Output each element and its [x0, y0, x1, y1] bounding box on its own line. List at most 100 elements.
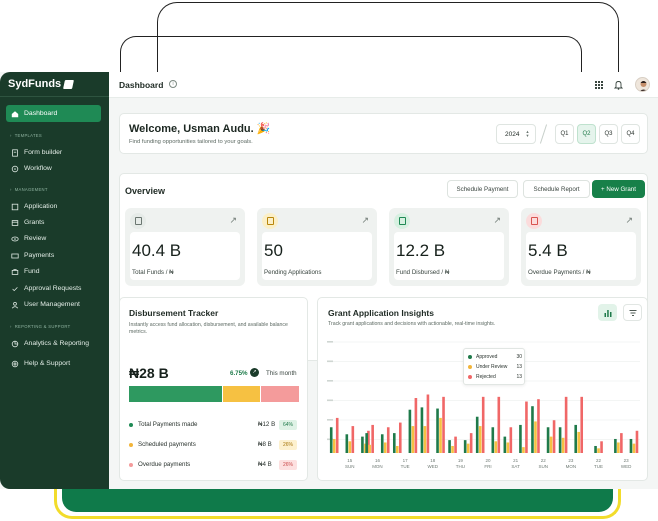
quarter-q4-button[interactable]: Q4 [621, 124, 640, 144]
chart-bar[interactable] [380, 434, 384, 453]
chart-bar[interactable] [577, 431, 581, 453]
chart-bar[interactable] [597, 448, 600, 453]
chart-bar[interactable] [448, 440, 451, 453]
info-icon[interactable]: i [169, 80, 177, 88]
sidebar-item-user-management[interactable]: User Management [6, 296, 101, 313]
chart-bar[interactable] [620, 433, 623, 453]
chart-bar[interactable] [361, 436, 364, 453]
chart-bar[interactable] [494, 441, 498, 453]
user-avatar[interactable] [635, 77, 650, 92]
chart-bar[interactable] [365, 433, 368, 453]
arrow-up-right-icon[interactable]: ↗ [625, 215, 633, 225]
chart-bar[interactable] [423, 426, 427, 453]
chart-bar[interactable] [345, 434, 349, 453]
sidebar-item-grants[interactable]: Grants [6, 214, 101, 231]
chart-bar[interactable] [408, 409, 412, 453]
sidebar-item-help-support[interactable]: Help & Support [6, 355, 101, 372]
chart-bar[interactable] [580, 396, 584, 453]
chart-bar[interactable] [329, 427, 333, 453]
chart-bar[interactable] [509, 427, 513, 453]
sidebar-group-templates[interactable]: › Templates [10, 133, 42, 138]
chart-bar[interactable] [600, 441, 603, 453]
sidebar-group-management[interactable]: › Management [10, 187, 48, 192]
chart-bar[interactable] [531, 406, 534, 453]
chart-bar[interactable] [478, 426, 482, 453]
chart-bar[interactable] [497, 396, 501, 453]
chart-bar[interactable] [537, 399, 540, 453]
chart-bar[interactable] [463, 440, 467, 453]
chart-bar[interactable] [436, 408, 439, 453]
schedule-payment-button[interactable]: Schedule Payment [447, 180, 518, 198]
chart-bar[interactable] [414, 398, 418, 453]
chart-bar[interactable] [348, 441, 352, 453]
arrow-up-right-icon[interactable]: ↗ [493, 215, 501, 225]
quarter-q3-button[interactable]: Q3 [599, 124, 618, 144]
chart-bar[interactable] [466, 443, 470, 453]
chart-bar[interactable] [368, 444, 371, 453]
sidebar-item-dashboard[interactable]: Dashboard [6, 105, 101, 122]
chart-bar[interactable] [522, 447, 525, 453]
chart-bar[interactable] [386, 427, 390, 453]
chart-bar[interactable] [411, 426, 415, 453]
chart-bar[interactable] [635, 430, 639, 453]
chart-bar[interactable] [629, 438, 633, 453]
arrow-up-right-icon[interactable]: ↗ [361, 215, 369, 225]
new-grant-button[interactable]: + New Grant [592, 180, 645, 198]
chart-bar[interactable] [519, 424, 522, 453]
chart-bar[interactable] [491, 427, 495, 453]
chart-bar[interactable] [558, 427, 562, 453]
chart-bar[interactable] [469, 433, 473, 453]
sidebar-item-approval-requests[interactable]: Approval Requests [6, 280, 101, 297]
quarter-q1-button[interactable]: Q1 [555, 124, 574, 144]
chart-bar[interactable] [383, 442, 387, 453]
sidebar-item-payments[interactable]: Payments [6, 247, 101, 264]
sidebar-item-analytics-reporting[interactable]: Analytics & Reporting [6, 335, 101, 352]
chart-bar[interactable] [617, 442, 620, 453]
bell-icon[interactable] [614, 80, 623, 90]
chart-bar[interactable] [367, 430, 370, 453]
stat-card-pending-applications[interactable]: ↗ 50 Pending Applications [257, 208, 377, 286]
chart-bar[interactable] [475, 416, 479, 453]
chart-bar[interactable] [564, 396, 568, 453]
chart-bar[interactable] [506, 442, 510, 453]
chart-bar[interactable] [442, 396, 445, 453]
sidebar-item-form-builder[interactable]: Form builder [6, 144, 101, 161]
arrow-up-right-icon[interactable]: ↗ [229, 215, 237, 225]
chart-bar[interactable] [525, 401, 528, 453]
stat-card-overdue-payments[interactable]: ↗ 5.4 B Overdue Payments / ₦ [521, 208, 641, 286]
chart-bar[interactable] [549, 436, 553, 453]
chart-bar[interactable] [481, 396, 485, 453]
chart-bar[interactable] [594, 445, 597, 453]
chart-bar[interactable] [332, 438, 336, 453]
chart-bar[interactable] [351, 426, 355, 453]
chart-bar[interactable] [454, 436, 457, 453]
chart-bar[interactable] [398, 422, 402, 453]
chart-bar[interactable] [552, 420, 556, 453]
chart-bar[interactable] [561, 437, 565, 453]
chart-bar[interactable] [335, 417, 339, 453]
quarter-q2-button[interactable]: Q2 [577, 124, 596, 144]
sidebar-group-reporting[interactable]: › Reporting & Support [10, 324, 71, 329]
filter-button[interactable] [623, 304, 642, 321]
chart-bar[interactable] [451, 445, 454, 453]
chart-bar[interactable] [632, 443, 636, 453]
chart-bar[interactable] [574, 424, 578, 453]
chart-bar[interactable] [392, 433, 396, 453]
stat-card-fund-disbursed[interactable]: ↗ 12.2 B Fund Disbursed / ₦ [389, 208, 509, 286]
apps-grid-icon[interactable] [595, 81, 603, 89]
chart-bar[interactable] [426, 394, 430, 454]
brand-logo[interactable]: SydFunds [8, 78, 75, 90]
sidebar-item-application[interactable]: Application [6, 198, 101, 215]
sidebar-item-fund[interactable]: Fund [6, 263, 101, 280]
chart-bar[interactable] [614, 438, 617, 453]
bar-chart-view-button[interactable] [598, 304, 617, 321]
year-select[interactable]: 2024 ▲ ▼ [496, 124, 536, 144]
chart-bar[interactable] [546, 427, 550, 453]
chart-bar[interactable] [420, 407, 424, 453]
chart-bar[interactable] [371, 424, 374, 453]
sidebar-item-review[interactable]: Review [6, 230, 101, 247]
chart-bar[interactable] [395, 445, 399, 453]
schedule-report-button[interactable]: Schedule Report [523, 180, 590, 198]
stat-card-total-funds[interactable]: ↗ 40.4 B Total Funds / ₦ [125, 208, 245, 286]
chart-bar[interactable] [439, 417, 442, 453]
